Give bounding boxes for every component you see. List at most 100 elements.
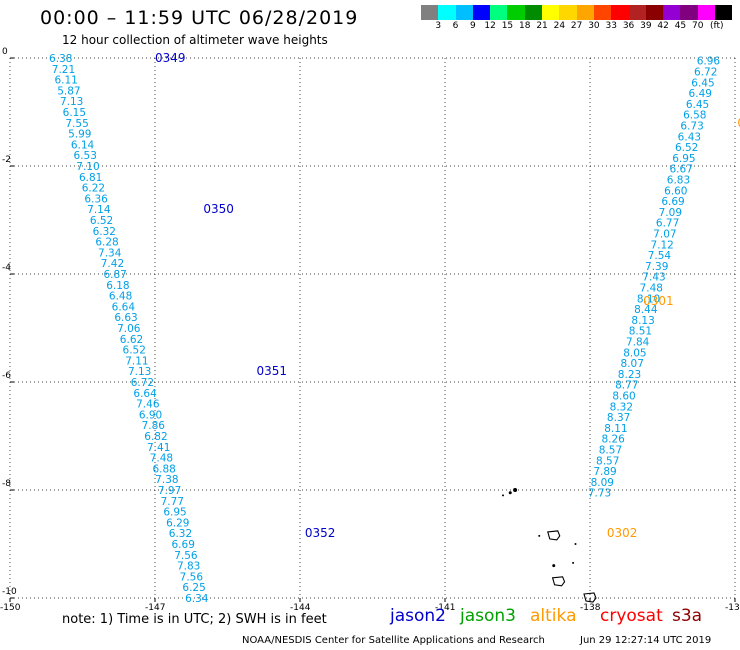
- satellite-legend-entry: jason3: [460, 606, 516, 626]
- wave-height-value: 6.95: [672, 153, 695, 165]
- color-swatch: [455, 5, 473, 20]
- wave-height-value: 8.32: [610, 401, 633, 413]
- wave-height-value: 7.84: [626, 337, 650, 349]
- satellite-legend-entry: s3a: [672, 606, 703, 626]
- wave-height-value: 8.09: [591, 477, 614, 489]
- wave-height-value: 6.32: [169, 528, 192, 540]
- wave-height-value: 8.37: [607, 412, 630, 424]
- color-scale-label: 33: [605, 21, 617, 31]
- y-tick-label: -10: [2, 587, 17, 597]
- wave-height-value: 6.22: [82, 183, 105, 195]
- wave-height-value: 6.87: [103, 269, 126, 281]
- wave-height-value: 6.73: [680, 121, 703, 133]
- wave-height-value: 6.38: [49, 53, 72, 65]
- wave-height-value: 6.64: [112, 301, 136, 313]
- pass-time-label: 0302: [607, 526, 638, 540]
- wave-height-value: 7.41: [147, 442, 170, 454]
- color-swatch: [715, 5, 733, 20]
- wave-height-value: 7.89: [593, 466, 616, 478]
- wave-height-value: 5.99: [68, 129, 91, 141]
- wave-height-value: 8.05: [623, 347, 646, 359]
- wave-height-value: 7.07: [653, 229, 676, 241]
- island-marker: [513, 488, 518, 492]
- wave-height-value: 7.77: [161, 496, 184, 508]
- wave-height-value: 6.72: [131, 377, 154, 389]
- x-tick-label: -144: [290, 603, 311, 613]
- wave-height-value: 6.45: [686, 99, 709, 111]
- color-swatch: [663, 5, 681, 20]
- wave-height-value: 6.29: [166, 517, 189, 529]
- x-tick-label: -13: [725, 603, 740, 613]
- wave-height-value: 6.60: [664, 185, 687, 197]
- y-tick-label: -2: [2, 155, 11, 165]
- color-swatch: [697, 5, 716, 20]
- color-scale-label: 24: [553, 21, 566, 31]
- wave-height-value: 7.97: [158, 485, 181, 497]
- wave-height-value: 7.09: [659, 207, 682, 219]
- wave-height-value: 7.13: [128, 366, 151, 378]
- satellite-legend-entry: cryosat: [600, 606, 663, 626]
- color-scale-label: 21: [536, 21, 548, 31]
- color-scale-label: (ft): [709, 21, 724, 31]
- wave-height-value: 6.82: [144, 431, 167, 443]
- wave-height-value: 6.52: [123, 345, 146, 357]
- wave-height-value: 7.42: [101, 258, 124, 270]
- wave-height-value: 6.96: [697, 56, 721, 68]
- color-swatch: [593, 5, 612, 20]
- y-tick-label: -6: [2, 371, 11, 381]
- wave-height-value: 7.34: [98, 247, 122, 259]
- wave-height-value: 6.81: [79, 172, 102, 184]
- color-swatch: [490, 5, 508, 20]
- wave-height-value: 7.86: [142, 420, 166, 432]
- pass-time-label: 0301: [643, 294, 674, 308]
- wave-height-value: 6.28: [95, 237, 118, 249]
- color-scale-label: 70: [692, 21, 704, 31]
- wave-height-value: 7.48: [640, 283, 663, 295]
- color-swatch: [438, 5, 456, 20]
- wave-height-value: 6.25: [182, 582, 205, 594]
- wave-height-value: 6.18: [106, 280, 129, 292]
- color-swatch: [507, 5, 525, 20]
- wave-height-value: 7.83: [177, 561, 200, 573]
- wave-height-value: 7.56: [174, 550, 198, 562]
- color-scale-label: 15: [501, 21, 514, 31]
- color-scale-label: 39: [640, 21, 652, 31]
- wave-height-value: 6.88: [152, 463, 175, 475]
- page-title: 00:00 – 11:59 UTC 06/28/2019: [40, 7, 359, 29]
- color-swatch: [421, 5, 439, 20]
- generation-timestamp: Jun 29 12:27:14 UTC 2019: [580, 635, 712, 646]
- wave-height-value: 6.52: [90, 215, 113, 227]
- wave-height-value: 6.43: [678, 131, 701, 143]
- wave-height-value: 8.57: [599, 445, 622, 457]
- wave-height-value: 8.13: [631, 315, 654, 327]
- island-marker: [552, 564, 556, 568]
- color-scale-label: 36: [622, 21, 635, 31]
- wave-height-value: 6.15: [63, 107, 86, 119]
- wave-height-value: 8.51: [629, 326, 652, 338]
- pass-time-label: 0350: [203, 202, 234, 216]
- wave-height-value: 7.48: [150, 453, 173, 465]
- credit-line: NOAA/NESDIS Center for Satellite Applica…: [242, 635, 545, 646]
- island-marker: [538, 534, 541, 537]
- color-scale-labels: 3 6 9 12 15 18 21 24 27 30 33 36 39 42 45 70 (ft): [421, 21, 736, 33]
- color-swatch: [559, 5, 577, 20]
- wave-height-value: 6.95: [163, 507, 186, 519]
- pass-time-label: 03: [737, 116, 740, 130]
- wave-height-value: 6.67: [670, 164, 693, 176]
- color-swatch: [576, 5, 594, 20]
- x-tick-label: -141: [435, 603, 456, 613]
- pass-time-label: 0352: [305, 526, 336, 540]
- wave-height-value: 6.52: [675, 142, 698, 154]
- wave-height-value: 6.48: [109, 291, 132, 303]
- color-swatch: [680, 5, 698, 20]
- wave-height-value: 6.36: [84, 193, 108, 205]
- color-swatch: [611, 5, 629, 20]
- pass-time-label: 0351: [257, 364, 288, 378]
- color-swatch: [472, 5, 491, 20]
- color-swatch: [645, 5, 664, 20]
- pass-time-label: 0349: [155, 51, 186, 65]
- island-outline: [547, 530, 561, 541]
- wave-height-value: 6.11: [54, 75, 77, 87]
- color-scale-label: 30: [588, 21, 600, 31]
- wave-height-value: 6.58: [683, 110, 706, 122]
